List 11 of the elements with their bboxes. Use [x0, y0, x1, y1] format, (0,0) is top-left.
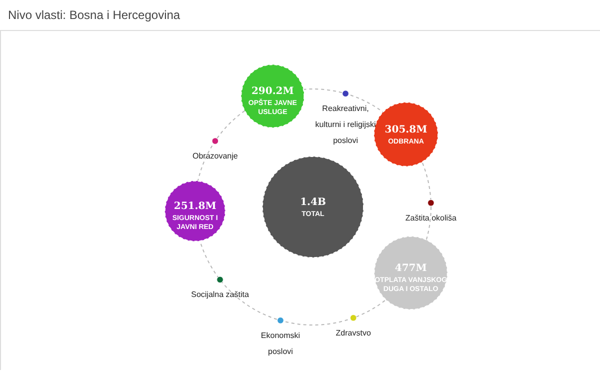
- data-label: 251.8M: [174, 201, 216, 212]
- category-label: Socijalna zaštita: [191, 290, 250, 300]
- category-label: Zaštita okoliša: [405, 213, 458, 222]
- text: Nivo vlasti: Bosna i Hercegovina: [8, 8, 180, 22]
- category-label: Ekonomski poslovi: [260, 330, 300, 356]
- category-label: Obrazovanje: [192, 152, 238, 161]
- category-label: Zdravstvo: [336, 328, 372, 338]
- data-label: 305.8M: [384, 124, 428, 136]
- data-label: 1.4B: [300, 197, 326, 208]
- data-label: 290.2M: [251, 86, 294, 98]
- category-label: Reakreativni, kulturni i religijski poslovi: [315, 104, 376, 146]
